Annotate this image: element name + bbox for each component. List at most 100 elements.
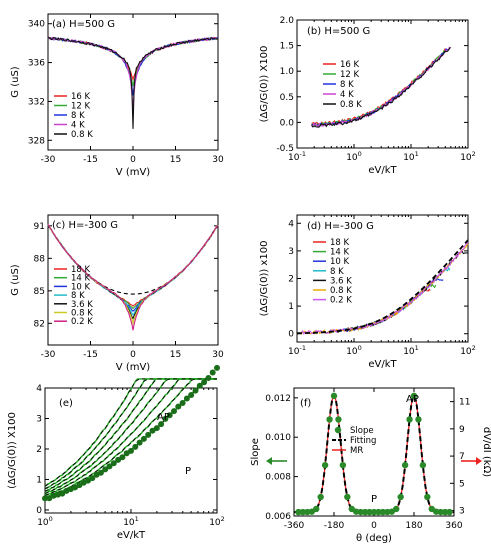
x-tick-label: 102 (460, 344, 476, 357)
panel-title: (d) H=-300 G (307, 221, 374, 232)
x-tick-label: 360 (445, 521, 462, 531)
legend-label: 12 K (340, 70, 360, 80)
y-tick-label: 88 (34, 254, 46, 264)
data-point (205, 375, 212, 382)
x-tick-label: 101 (403, 150, 419, 163)
data-point (166, 412, 173, 419)
data-point (89, 475, 96, 482)
slope-point (441, 508, 449, 516)
slope-point (335, 416, 342, 423)
x-tick-label: 10-1 (288, 344, 306, 357)
slope-point (406, 416, 413, 423)
y-tick-label: 0 (36, 506, 42, 516)
legend-label: MR (350, 446, 363, 456)
data-point (162, 415, 169, 422)
y-tick-label: 0 (288, 330, 294, 340)
legend-label: 16 K (340, 60, 360, 70)
y2-tick-label: 9 (459, 425, 465, 435)
x-tick-label: 100 (346, 150, 362, 163)
y-tick-label: 85 (34, 287, 45, 297)
y-axis-label: G (uS) (10, 66, 21, 98)
y-tick-label: 2 (288, 275, 294, 285)
panel-d: 10-1 100 101 102 0 1 2 3 4 eV/kT (ΔG/G(0)) x100 (d)… (259, 214, 476, 370)
y-tick-label: 4 (36, 384, 42, 394)
right-axis-arrow-head (476, 457, 482, 465)
x-tick-label: 100 (346, 344, 362, 357)
legend-label: 4 K (340, 90, 354, 100)
legend-label: 8 K (71, 111, 85, 121)
data-point (153, 425, 160, 432)
y-tick-label: 4 (288, 219, 294, 229)
data-point (97, 469, 104, 476)
legend-label: 3.6 K (71, 300, 93, 310)
y-axis-label: (ΔG/G(0)) x100 (259, 241, 270, 317)
y-tick-label: 0.006 (265, 512, 291, 522)
x-axis-label: V (mV) (116, 167, 151, 178)
panel-title: (c) H=-300 G (52, 220, 118, 231)
data-point (179, 399, 186, 406)
y-tick-label: 1 (36, 475, 42, 485)
legend-label: 4 K (71, 121, 85, 131)
annotation-ap: AP (157, 412, 170, 423)
panel-title: (e) (59, 398, 73, 409)
legend-label: 18 K (330, 238, 350, 248)
legend-label: 10 K (71, 282, 91, 292)
data-point (132, 443, 139, 450)
slope-point (424, 493, 431, 501)
x-tick-label: 30 (212, 350, 224, 360)
data-point (115, 456, 122, 463)
series-line (311, 47, 449, 127)
legend-label: 0.8 K (71, 130, 93, 140)
y-axis-label: (ΔG/G(0)) X100 (259, 46, 270, 123)
series-line (311, 49, 448, 127)
slope-point (437, 508, 444, 516)
background-fit (296, 239, 469, 335)
data-point (209, 369, 216, 376)
background-fit (47, 224, 219, 295)
panel-e: 100 101 102 0 1 2 3 4 eV/kT (ΔG/G(0)) X100 (e) AP P (7, 364, 225, 541)
legend-label: 14 K (330, 248, 350, 258)
data-point (102, 466, 109, 473)
x-axis-label: eV/kT (368, 165, 397, 176)
legend-label: 12 K (71, 102, 91, 112)
y-tick-label: 91 (34, 222, 45, 232)
x-axis-label: θ (deg) (356, 533, 392, 544)
legend-label: 8 K (330, 267, 344, 277)
annotation-p: P (185, 466, 191, 477)
plot-frame (296, 19, 469, 149)
y-tick-label: 0.0 (280, 118, 295, 128)
slope-point (313, 505, 320, 513)
y-tick-label: 0.010 (265, 433, 291, 443)
series-line (311, 46, 451, 127)
y-tick-label: 1 (288, 302, 294, 312)
y-axis-label: (ΔG/G(0)) X100 (7, 412, 18, 489)
legend-label: 14 K (71, 274, 91, 284)
legend-label: 8 K (340, 80, 354, 90)
y-tick-label: 0.012 (265, 394, 291, 404)
slope-point (361, 508, 369, 516)
panel-title: (b) H=500 G (307, 26, 370, 37)
slope-point (321, 461, 329, 469)
slope-point (339, 461, 347, 469)
x-tick-label: 15 (170, 350, 181, 360)
x-tick-label: -360 (284, 521, 305, 531)
slope-point (401, 461, 409, 469)
y2-tick-label: 3 (459, 507, 465, 517)
x-tick-label: -15 (83, 350, 98, 360)
y-tick-label: 82 (34, 319, 45, 329)
legend-swatch (334, 426, 342, 434)
slope-point (397, 493, 404, 501)
y2-tick-label: 5 (459, 479, 465, 489)
y-tick-label: 0.5 (280, 93, 294, 103)
data-point (42, 495, 48, 502)
data-point (188, 392, 195, 399)
data-point (136, 439, 143, 446)
x-tick-label: -180 (324, 521, 345, 531)
y-tick-label: 2.0 (280, 16, 295, 26)
y-tick-label: -0.5 (276, 144, 294, 154)
data-point (59, 490, 66, 497)
data-point (196, 382, 203, 389)
slope-point (330, 392, 338, 400)
data-point (145, 431, 152, 438)
